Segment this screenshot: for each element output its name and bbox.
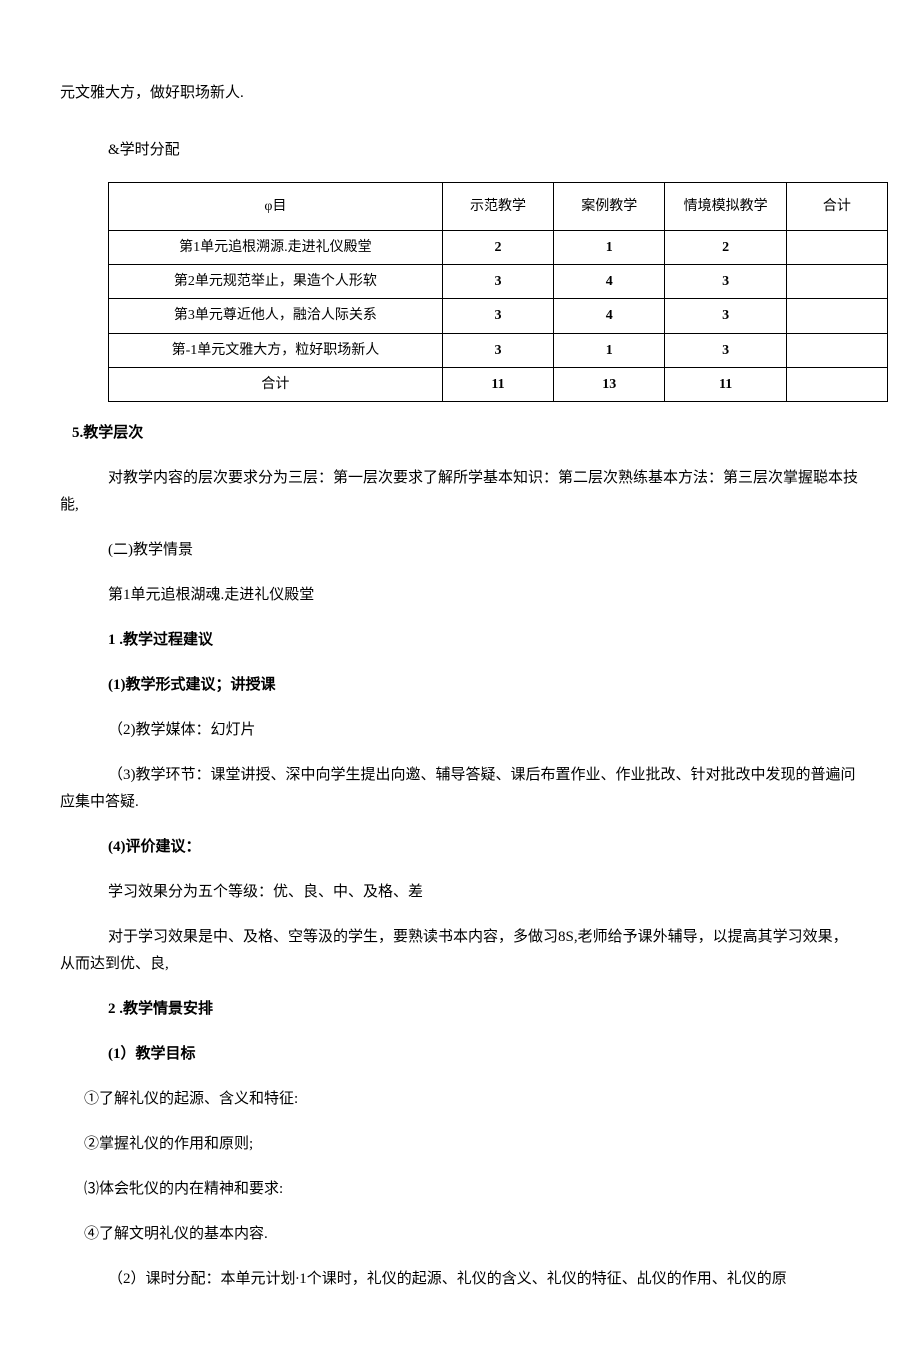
cell-val: 3: [442, 265, 553, 299]
cell-val: 1: [554, 231, 665, 265]
cell-val: 13: [554, 367, 665, 401]
cell-val: 11: [665, 367, 786, 401]
section5-title: 5.教学层次: [60, 420, 860, 447]
cell-val: 3: [665, 265, 786, 299]
cell-val: [786, 367, 887, 401]
goal-3: ⑶体会牝仪的内在精神和要求:: [60, 1176, 860, 1203]
goal-1: ①了解礼仪的起源、含义和特征:: [60, 1086, 860, 1113]
th-total: 合计: [786, 183, 887, 231]
cell-val: [786, 333, 887, 367]
goal-2: ②掌握礼仪的作用和原则;: [60, 1131, 860, 1158]
unit1-title: 第1单元追根湖魂.走进礼仪殿堂: [60, 582, 860, 609]
item-1-2: （2)教学媒体：幻灯片: [60, 717, 860, 744]
cell-val: [786, 299, 887, 333]
cell-val: 2: [665, 231, 786, 265]
cell-item: 第-1单元文雅大方，粒好职场新人: [109, 333, 443, 367]
table-row: 合计 11 13 11: [109, 367, 888, 401]
cell-val: 3: [665, 333, 786, 367]
goal-4: ④了解文明礼仪的基本内容.: [60, 1221, 860, 1248]
table-row: 第-1单元文雅大方，粒好职场新人 3 1 3: [109, 333, 888, 367]
th-case: 案例教学: [554, 183, 665, 231]
cell-val: 4: [554, 299, 665, 333]
table-row: 第2单元规范举止，果造个人形软 3 4 3: [109, 265, 888, 299]
cell-val: 11: [442, 367, 553, 401]
cell-val: 4: [554, 265, 665, 299]
cell-item: 第1单元追根溯源.走进礼仪殿堂: [109, 231, 443, 265]
table-row: 第3单元尊近他人，融洽人际关系 3 4 3: [109, 299, 888, 333]
th-sim: 情境模拟教学: [665, 183, 786, 231]
item-1: 1 .教学过程建议: [60, 627, 860, 654]
section5-body: 对教学内容的层次要求分为三层：第一层次要求了解所学基本知识：第二层次熟练基本方法…: [60, 465, 860, 519]
th-demo: 示范教学: [442, 183, 553, 231]
cell-val: [786, 231, 887, 265]
intro-text: 元文雅大方，做好职场新人.: [60, 80, 860, 107]
cell-item: 第2单元规范举止，果造个人形软: [109, 265, 443, 299]
item-2: 2 .教学情景安排: [60, 996, 860, 1023]
item-2-1: (1）教学目标: [60, 1041, 860, 1068]
cell-val: 3: [442, 299, 553, 333]
eval-line2: 对于学习效果是中、及格、空等汲的学生，要熟读书本内容，多做习8S,老师给予课外辅…: [60, 924, 860, 978]
hours-table: φ目 示范教学 案例教学 情境模拟教学 合计 第1单元追根溯源.走进礼仪殿堂 2…: [108, 182, 888, 402]
table-row: 第1单元追根溯源.走进礼仪殿堂 2 1 2: [109, 231, 888, 265]
item-1-4: (4)评价建议：: [60, 834, 860, 861]
cell-item: 合计: [109, 367, 443, 401]
subheading-2: (二)教学情景: [60, 537, 860, 564]
cell-val: [786, 265, 887, 299]
th-item: φ目: [109, 183, 443, 231]
eval-line1: 学习效果分为五个等级：优、良、中、及格、差: [60, 879, 860, 906]
cell-val: 3: [665, 299, 786, 333]
hours-table-wrap: φ目 示范教学 案例教学 情境模拟教学 合计 第1单元追根溯源.走进礼仪殿堂 2…: [60, 182, 860, 402]
item-2-2: （2）课时分配：本单元计划∙1个课时，礼仪的起源、礼仪的含义、礼仪的特征、乩仪的…: [60, 1266, 860, 1293]
item-1-1: (1)教学形式建议；讲授课: [60, 672, 860, 699]
table-header-row: φ目 示范教学 案例教学 情境模拟教学 合计: [109, 183, 888, 231]
item-1-3: （3)教学环节：课堂讲授、深中向学生提出向邀、辅导答疑、课后布置作业、作业批改、…: [60, 762, 860, 816]
cell-val: 2: [442, 231, 553, 265]
cell-item: 第3单元尊近他人，融洽人际关系: [109, 299, 443, 333]
cell-val: 3: [442, 333, 553, 367]
table-heading: &学时分配: [60, 137, 860, 164]
cell-val: 1: [554, 333, 665, 367]
